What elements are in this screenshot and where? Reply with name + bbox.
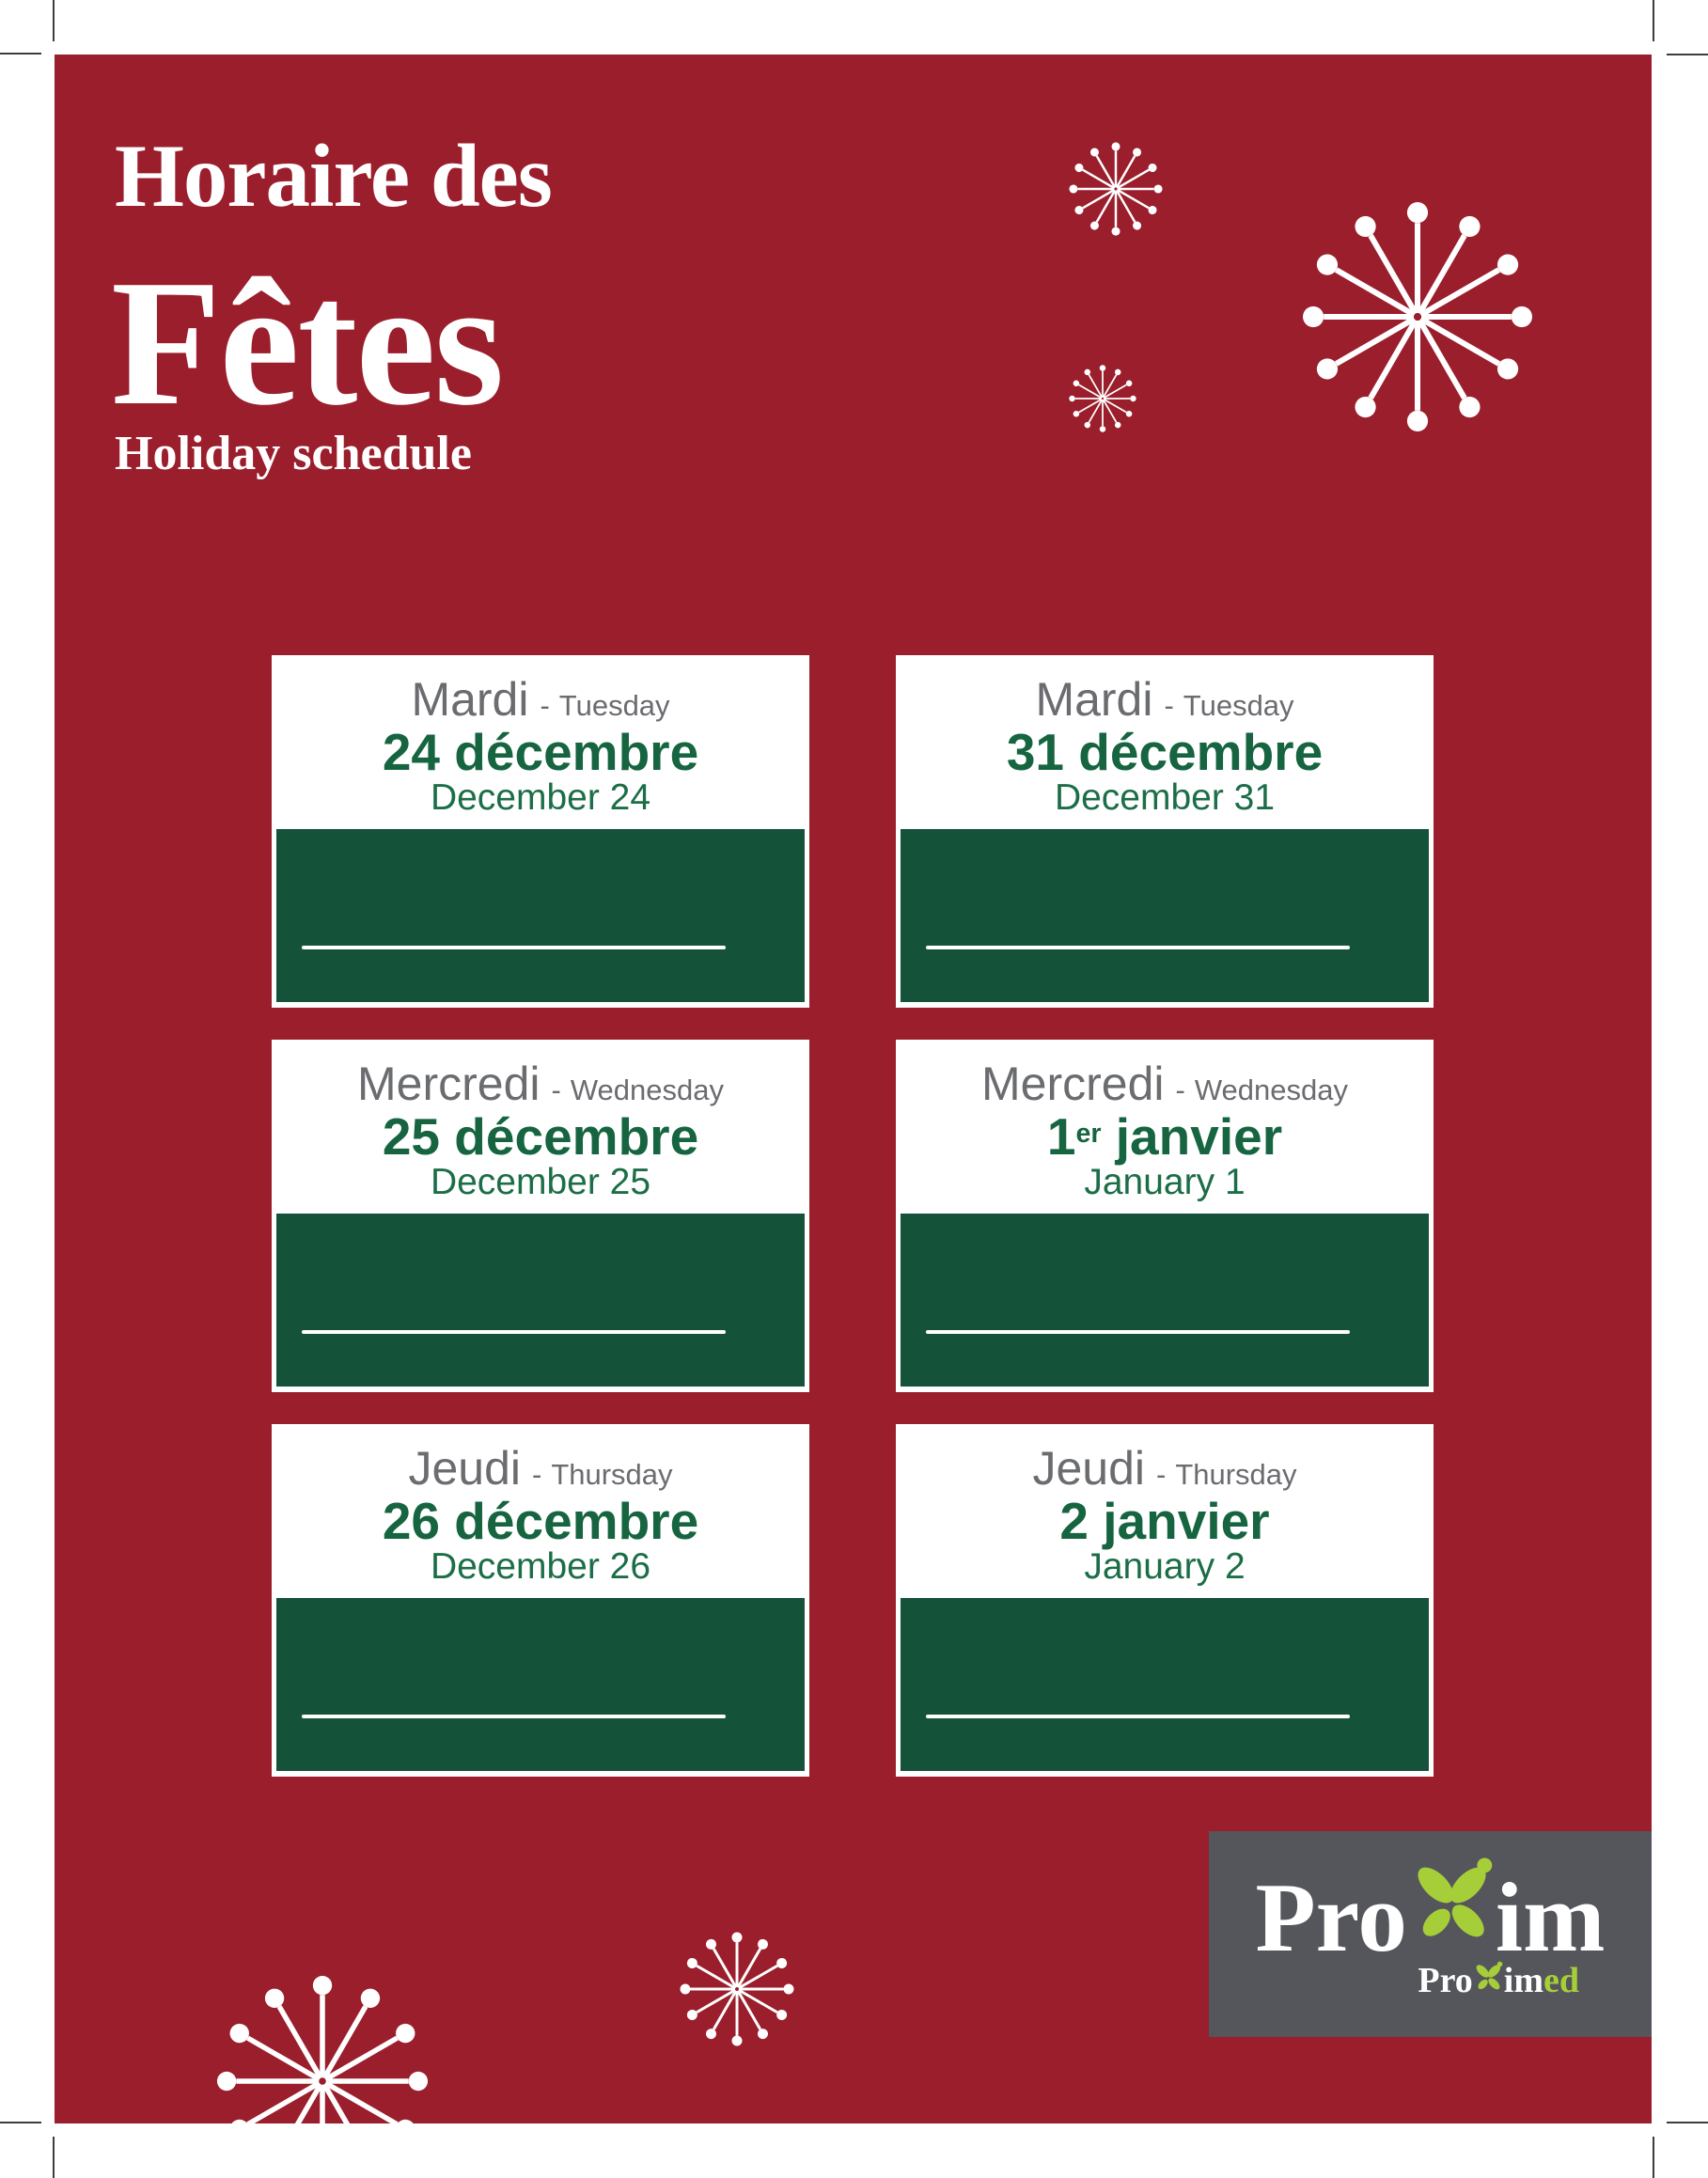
schedule-card-jan1: Mercredi - Wednesday 1er janvier January…	[896, 1040, 1434, 1392]
proxim-wordmark: Pro im	[1209, 1856, 1652, 1966]
date-fr-main: 1	[1046, 1107, 1076, 1166]
crop-mark	[1667, 54, 1708, 55]
date-fr: 26 décembre	[272, 1492, 809, 1551]
hours-write-line	[302, 1715, 726, 1718]
date-en: January 1	[1084, 1162, 1246, 1202]
page-title-fr-line2: Fêtes	[111, 243, 504, 443]
date-fr: 25 décembre	[272, 1107, 809, 1167]
day-name-fr: Mercredi	[357, 1058, 541, 1110]
page-title-fr-line1: Horaire des	[115, 126, 553, 226]
day-name-fr: Jeudi	[408, 1442, 521, 1495]
date-fr-main: 2 janvier	[1059, 1492, 1270, 1550]
hours-panel	[901, 1598, 1429, 1771]
day-name-en: Wednesday	[1194, 1073, 1348, 1106]
date-en: December 24	[430, 777, 651, 818]
day-heading: Mercredi - Wednesday	[272, 1060, 809, 1107]
date-fr-main: 31 décembre	[1006, 723, 1324, 781]
day-name-fr: Mercredi	[981, 1058, 1165, 1110]
proxim-logo-box: Pro im Pro im ed	[1209, 1831, 1652, 2037]
snowflake-icon	[680, 1932, 794, 2046]
date-fr: 24 décembre	[272, 723, 809, 782]
proximed-wordmark: Pro im ed	[1418, 1961, 1579, 1998]
day-name-en: Thursday	[1175, 1458, 1297, 1491]
crop-mark	[1653, 0, 1654, 41]
day-name-en: Tuesday	[1183, 689, 1294, 722]
date-fr-rest: janvier	[1101, 1107, 1283, 1166]
snowflake-icon	[1069, 142, 1163, 236]
day-separator: -	[531, 1458, 542, 1491]
day-name-fr: Mardi	[411, 673, 529, 726]
crop-mark	[1653, 2137, 1654, 2178]
hours-write-line	[926, 946, 1350, 949]
hours-panel	[276, 829, 805, 1002]
snowflake-icon	[1069, 365, 1136, 432]
date-fr: 2 janvier	[896, 1492, 1434, 1551]
date-en: December 26	[430, 1546, 651, 1587]
hours-panel	[901, 829, 1429, 1002]
date-fr-main: 25 décembre	[382, 1107, 699, 1166]
date-en: December 31	[1054, 777, 1276, 818]
day-separator: -	[551, 1073, 561, 1106]
schedule-card-dec24: Mardi - Tuesday 24 décembre December 24	[272, 655, 809, 1008]
date-fr: 1er janvier	[896, 1107, 1434, 1167]
page-title-en: Holiday schedule	[115, 427, 472, 480]
hours-panel	[276, 1598, 805, 1771]
day-name-fr: Jeudi	[1032, 1442, 1145, 1495]
day-name-en: Tuesday	[558, 689, 670, 722]
proxim-petal-x-icon	[1411, 1857, 1493, 1943]
crop-mark	[53, 2137, 55, 2178]
schedule-card-dec31: Mardi - Tuesday 31 décembre December 31	[896, 655, 1434, 1008]
hours-write-line	[302, 1330, 726, 1334]
date-en: December 25	[430, 1162, 651, 1202]
schedule-card-jan2: Jeudi - Thursday 2 janvier January 2	[896, 1424, 1434, 1777]
crop-mark	[0, 53, 41, 55]
crop-mark	[1667, 2122, 1708, 2123]
sub-text-mid: im	[1503, 1961, 1543, 2000]
hours-write-line	[302, 946, 726, 949]
crop-mark	[0, 2122, 41, 2123]
schedule-card-dec25: Mercredi - Wednesday 25 décembre Decembe…	[272, 1040, 809, 1392]
day-heading: Jeudi - Thursday	[272, 1445, 809, 1492]
hours-panel	[901, 1214, 1429, 1387]
day-heading: Mercredi - Wednesday	[896, 1060, 1434, 1107]
schedule-card-dec26: Jeudi - Thursday 26 décembre December 26	[272, 1424, 809, 1777]
crop-mark	[53, 0, 55, 41]
day-name-fr: Mardi	[1035, 673, 1153, 726]
day-heading: Mardi - Tuesday	[272, 676, 809, 723]
snowflake-icon	[1302, 201, 1533, 432]
hours-panel	[276, 1214, 805, 1387]
day-heading: Jeudi - Thursday	[896, 1445, 1434, 1492]
day-separator: -	[1175, 1073, 1185, 1106]
day-name-en: Thursday	[551, 1458, 673, 1491]
hours-write-line	[926, 1715, 1350, 1718]
date-fr: 31 décembre	[896, 723, 1434, 782]
sub-text-pre: Pro	[1418, 1961, 1473, 2000]
brand-text-pre: Pro	[1255, 1862, 1407, 1972]
date-en: January 2	[1084, 1546, 1246, 1587]
day-separator: -	[1164, 689, 1174, 722]
date-fr-main: 26 décembre	[382, 1492, 699, 1550]
day-name-en: Wednesday	[570, 1073, 724, 1106]
hours-write-line	[926, 1330, 1350, 1334]
date-fr-main: 24 décembre	[382, 723, 699, 781]
snowflake-icon	[216, 1975, 429, 2123]
day-separator: -	[540, 689, 550, 722]
brand-text-post: im	[1495, 1862, 1606, 1972]
sub-text-suffix: ed	[1543, 1961, 1579, 2000]
date-fr-superscript: er	[1075, 1119, 1102, 1150]
day-separator: -	[1155, 1458, 1167, 1491]
day-heading: Mardi - Tuesday	[896, 676, 1434, 723]
proximed-petal-x-icon	[1474, 1961, 1503, 1992]
holiday-poster: Horaire des Fêtes Holiday schedule Mardi…	[55, 55, 1652, 2123]
